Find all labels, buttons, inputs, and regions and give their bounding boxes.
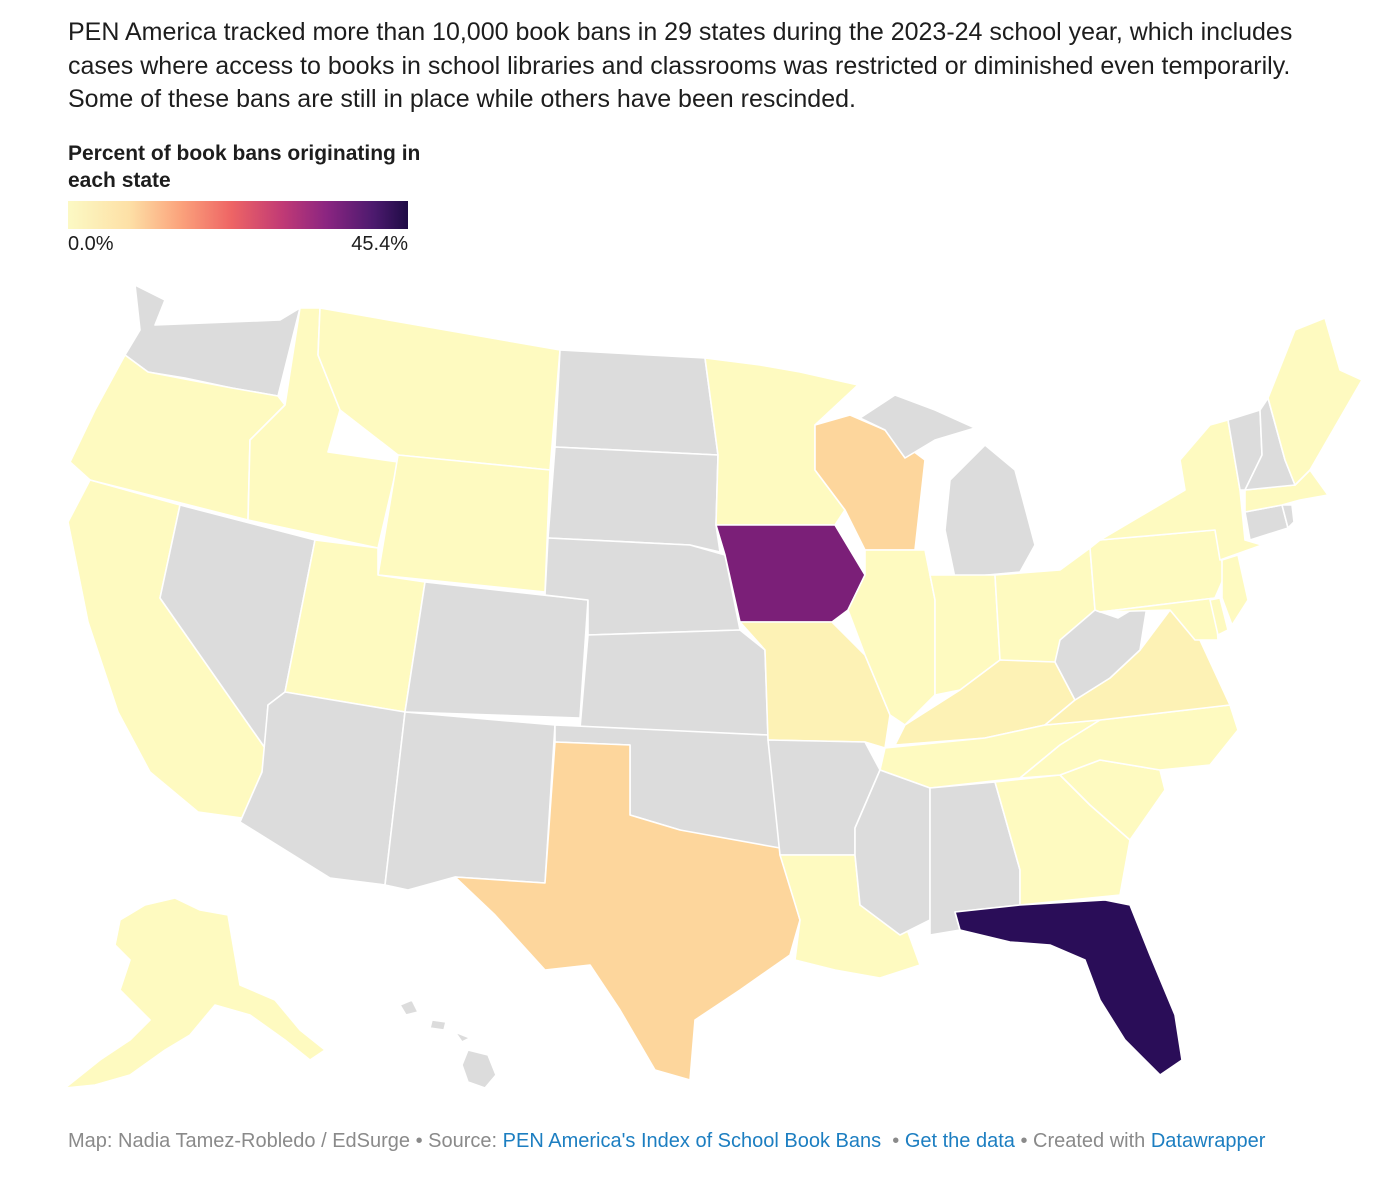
source-link[interactable]: PEN America's Index of School Book Bans [502, 1130, 882, 1152]
state-new-mexico[interactable] [384, 711, 556, 891]
state-maryland[interactable] [1099, 597, 1219, 641]
legend-max-label: 45.4% [351, 233, 408, 255]
legend-color-scale [68, 201, 408, 229]
state-colorado[interactable] [404, 581, 589, 719]
state-texas[interactable] [454, 741, 801, 1081]
state-wyoming[interactable] [377, 454, 551, 593]
legend-title: Percent of book bans originating in each… [68, 142, 421, 192]
source-prefix: • Source: [415, 1130, 498, 1152]
state-florida[interactable] [954, 899, 1183, 1076]
state-michigan-lower[interactable] [944, 444, 1036, 579]
state-rhode-island[interactable] [1281, 504, 1295, 529]
footer-attribution: Map: Nadia Tamez-Robledo / EdSurge • Sou… [68, 1130, 1265, 1153]
state-north-dakota[interactable] [554, 349, 719, 456]
state-delaware[interactable] [1209, 597, 1229, 636]
state-south-dakota[interactable] [547, 446, 721, 553]
state-kansas[interactable] [579, 629, 769, 736]
state-new-jersey[interactable] [1221, 554, 1249, 626]
created-prefix: • Created with [1020, 1130, 1146, 1152]
state-maine[interactable] [1267, 317, 1363, 486]
datawrapper-link[interactable]: Datawrapper [1150, 1130, 1266, 1152]
state-iowa[interactable] [715, 524, 866, 623]
state-north-carolina[interactable] [1019, 704, 1239, 779]
separator-dot: • [886, 1130, 900, 1152]
state-michigan-upper[interactable] [859, 394, 976, 459]
state-alaska[interactable] [64, 897, 326, 1089]
map-credit: Map: Nadia Tamez-Robledo / EdSurge [68, 1130, 411, 1152]
state-hawaii[interactable] [399, 999, 497, 1089]
legend-min-label: 0.0% [68, 233, 114, 255]
map-description: PEN America tracked more than 10,000 boo… [68, 18, 1293, 113]
state-mississippi[interactable] [854, 769, 931, 936]
state-montana[interactable] [317, 307, 561, 471]
get-data-link[interactable]: Get the data [904, 1130, 1015, 1152]
